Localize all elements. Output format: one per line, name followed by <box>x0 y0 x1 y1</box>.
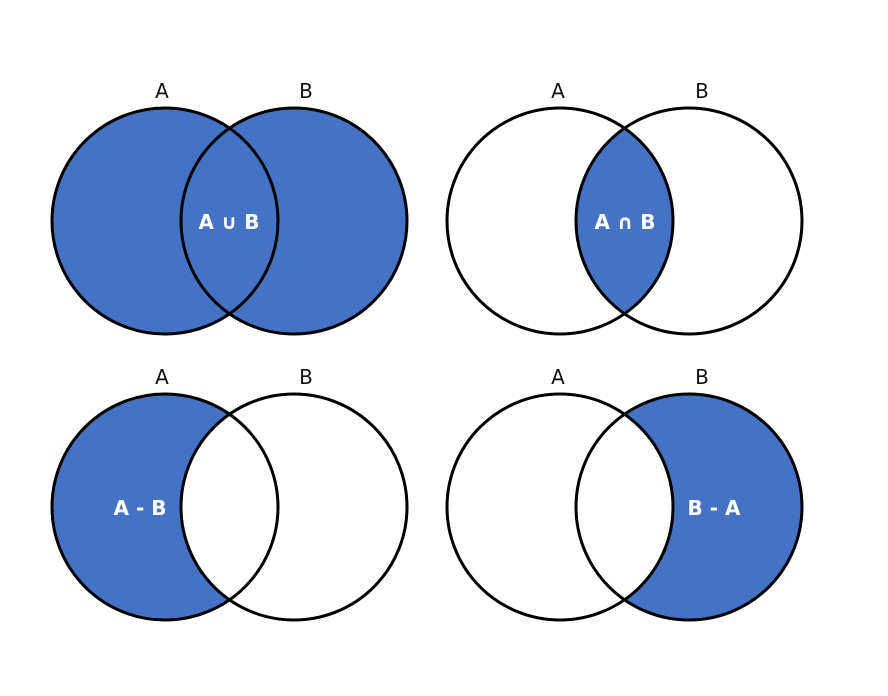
difference-a-minus-b-diagram: A B A - B <box>50 365 409 622</box>
set-a-circle <box>445 106 675 336</box>
set-a-circle <box>50 106 280 336</box>
a-minus-b-label: A - B <box>114 496 167 520</box>
set-a-circle <box>445 392 675 622</box>
union-diagram: A B A ∪ B <box>50 79 409 336</box>
intersection-region <box>576 108 673 334</box>
intersection-diagram: A B A ∩ B <box>445 79 804 336</box>
b-minus-a-region <box>576 394 802 620</box>
set-b-circle <box>574 106 804 336</box>
intersection-label: A ∩ B <box>595 210 656 234</box>
a-minus-b-region <box>52 394 278 620</box>
set-a-label: A <box>551 79 565 103</box>
set-b-label: B <box>695 79 709 103</box>
set-b-label: B <box>299 365 313 389</box>
union-region-b <box>181 108 407 334</box>
difference-b-minus-a-diagram: A B B - A <box>445 365 804 622</box>
set-a-label: A <box>155 365 169 389</box>
set-a-label: A <box>551 365 565 389</box>
b-minus-a-label: B - A <box>688 496 741 520</box>
set-b-label: B <box>299 79 313 103</box>
set-b-label: B <box>695 365 709 389</box>
set-b-circle <box>574 392 804 622</box>
set-a-circle <box>50 392 280 622</box>
union-label: A ∪ B <box>199 210 260 234</box>
set-b-circle <box>179 106 409 336</box>
set-a-label: A <box>155 79 169 103</box>
set-b-circle <box>179 392 409 622</box>
